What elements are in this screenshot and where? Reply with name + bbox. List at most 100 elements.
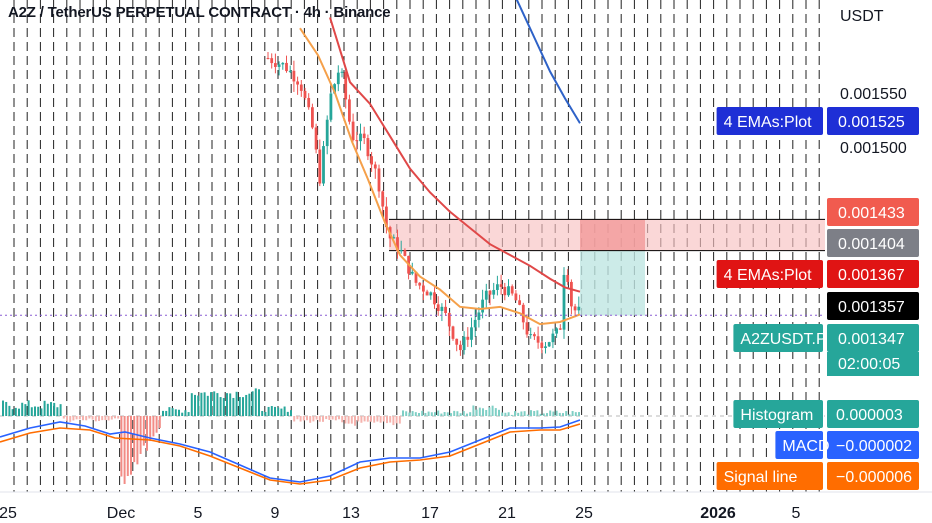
- hist-bar-positive: [21, 402, 24, 416]
- hist-bar-positive: [274, 406, 276, 416]
- candle-up: [281, 62, 285, 65]
- price-tag-value-box: [827, 198, 919, 226]
- hist-bar-negative: [158, 416, 161, 429]
- indicator-label-box: [716, 462, 823, 490]
- hist-bar-positive: [165, 410, 168, 416]
- hist-bar-positive: [498, 409, 500, 416]
- hist-bar-positive: [462, 411, 465, 416]
- candle-down: [314, 127, 318, 150]
- hist-bar-positive: [197, 395, 200, 416]
- time-tick: 25: [575, 505, 593, 522]
- hist-bar-positive: [555, 410, 558, 416]
- hist-bar-positive: [251, 391, 254, 416]
- hist-bar-positive: [501, 412, 504, 416]
- ema-slow-line: [515, 0, 581, 124]
- time-tick: 9: [271, 505, 280, 522]
- price-tag-value: 0.001367: [838, 267, 905, 284]
- candle-down: [436, 304, 440, 311]
- hist-bar-negative: [98, 416, 100, 421]
- time-tick: 25: [0, 505, 17, 522]
- hist-bar-positive: [552, 411, 555, 416]
- hist-bar-positive: [482, 408, 484, 416]
- hist-bar-positive: [430, 412, 433, 416]
- indicator-label-box: [733, 400, 823, 428]
- hist-bar-positive: [267, 406, 270, 416]
- hist-bar-positive: [235, 391, 238, 416]
- hist-bar-positive: [434, 412, 436, 416]
- candle-down: [385, 206, 388, 228]
- candle-up: [470, 327, 473, 340]
- hist-bar-positive: [238, 397, 241, 416]
- chart-title: A2Z / TetherUS PERPETUAL CONTRACT · 4h ·…: [8, 4, 391, 21]
- hist-bar-positive: [8, 405, 11, 416]
- time-tick: 5: [194, 505, 203, 522]
- time-tick: Dec: [107, 505, 135, 522]
- hist-bar-positive: [24, 404, 27, 416]
- hist-bar-positive: [245, 394, 248, 416]
- hist-bar-negative: [146, 416, 148, 451]
- hist-bar-positive: [222, 397, 225, 416]
- hist-bar-positive: [50, 402, 52, 416]
- hist-bar-negative: [155, 416, 158, 433]
- candle-down: [444, 306, 447, 314]
- hist-bar-negative: [309, 416, 312, 423]
- hist-bar-negative: [363, 416, 366, 422]
- hist-bar-positive: [568, 414, 571, 416]
- hist-bar-positive: [456, 411, 459, 416]
- hist-bar-positive: [424, 412, 427, 416]
- candle-up: [547, 342, 551, 347]
- indicator-value-box: [827, 431, 919, 459]
- price-tag-value: 0.001525: [838, 114, 905, 131]
- candle-down: [274, 63, 277, 67]
- hist-bar-positive: [242, 397, 244, 416]
- price-tag-value-box: [827, 324, 919, 352]
- hist-bar-positive: [168, 407, 171, 416]
- hist-bar-positive: [437, 410, 440, 416]
- time-tick: 13: [342, 505, 360, 522]
- hist-bar-positive: [162, 410, 164, 416]
- hist-bar-positive: [443, 412, 446, 416]
- hist-bar-negative: [334, 416, 337, 421]
- candle-down: [370, 156, 373, 165]
- candle-up: [429, 292, 433, 296]
- hist-bar-negative: [152, 416, 155, 437]
- candle-down: [536, 336, 540, 343]
- signal-line: [0, 423, 581, 485]
- macd-lines: [0, 419, 581, 485]
- hist-bar-positive: [427, 411, 430, 416]
- hist-bar-positive: [421, 410, 424, 416]
- macd-line: [0, 419, 581, 483]
- candle-up: [333, 84, 336, 94]
- candle-down: [533, 334, 536, 337]
- candle-up: [410, 271, 414, 274]
- hist-bar-positive: [213, 391, 216, 416]
- candle-down: [270, 58, 274, 64]
- candle-down: [488, 290, 492, 295]
- hist-bar-negative: [341, 416, 344, 423]
- hist-bar-negative: [328, 416, 331, 420]
- hist-bar-positive: [440, 413, 443, 416]
- hist-bar-positive: [510, 414, 513, 416]
- candle-down: [455, 338, 459, 345]
- hist-bar-negative: [88, 416, 91, 419]
- hist-bar-positive: [254, 388, 257, 416]
- candle-down: [285, 62, 288, 72]
- hist-bar-positive: [258, 389, 260, 416]
- candle-down: [503, 286, 507, 296]
- hist-bar-positive: [219, 397, 222, 416]
- candle-down: [348, 99, 351, 122]
- candle-down: [292, 70, 296, 82]
- time-tick: 2026: [700, 505, 736, 522]
- price-tag-label: 4 EMAs:Plot: [724, 267, 813, 284]
- hist-bar-positive: [43, 400, 46, 416]
- candle-down: [296, 81, 299, 85]
- hist-bar-negative: [325, 416, 328, 420]
- candle-down: [318, 149, 322, 184]
- hist-bar-negative: [94, 416, 97, 422]
- hist-bar-positive: [270, 406, 273, 416]
- hist-bar-negative: [117, 416, 120, 419]
- hist-bar-positive: [533, 411, 536, 416]
- candle-down: [311, 107, 314, 128]
- time-axis[interactable]: 25 Dec 5 9 13 17 21 25 2026 5: [0, 491, 932, 523]
